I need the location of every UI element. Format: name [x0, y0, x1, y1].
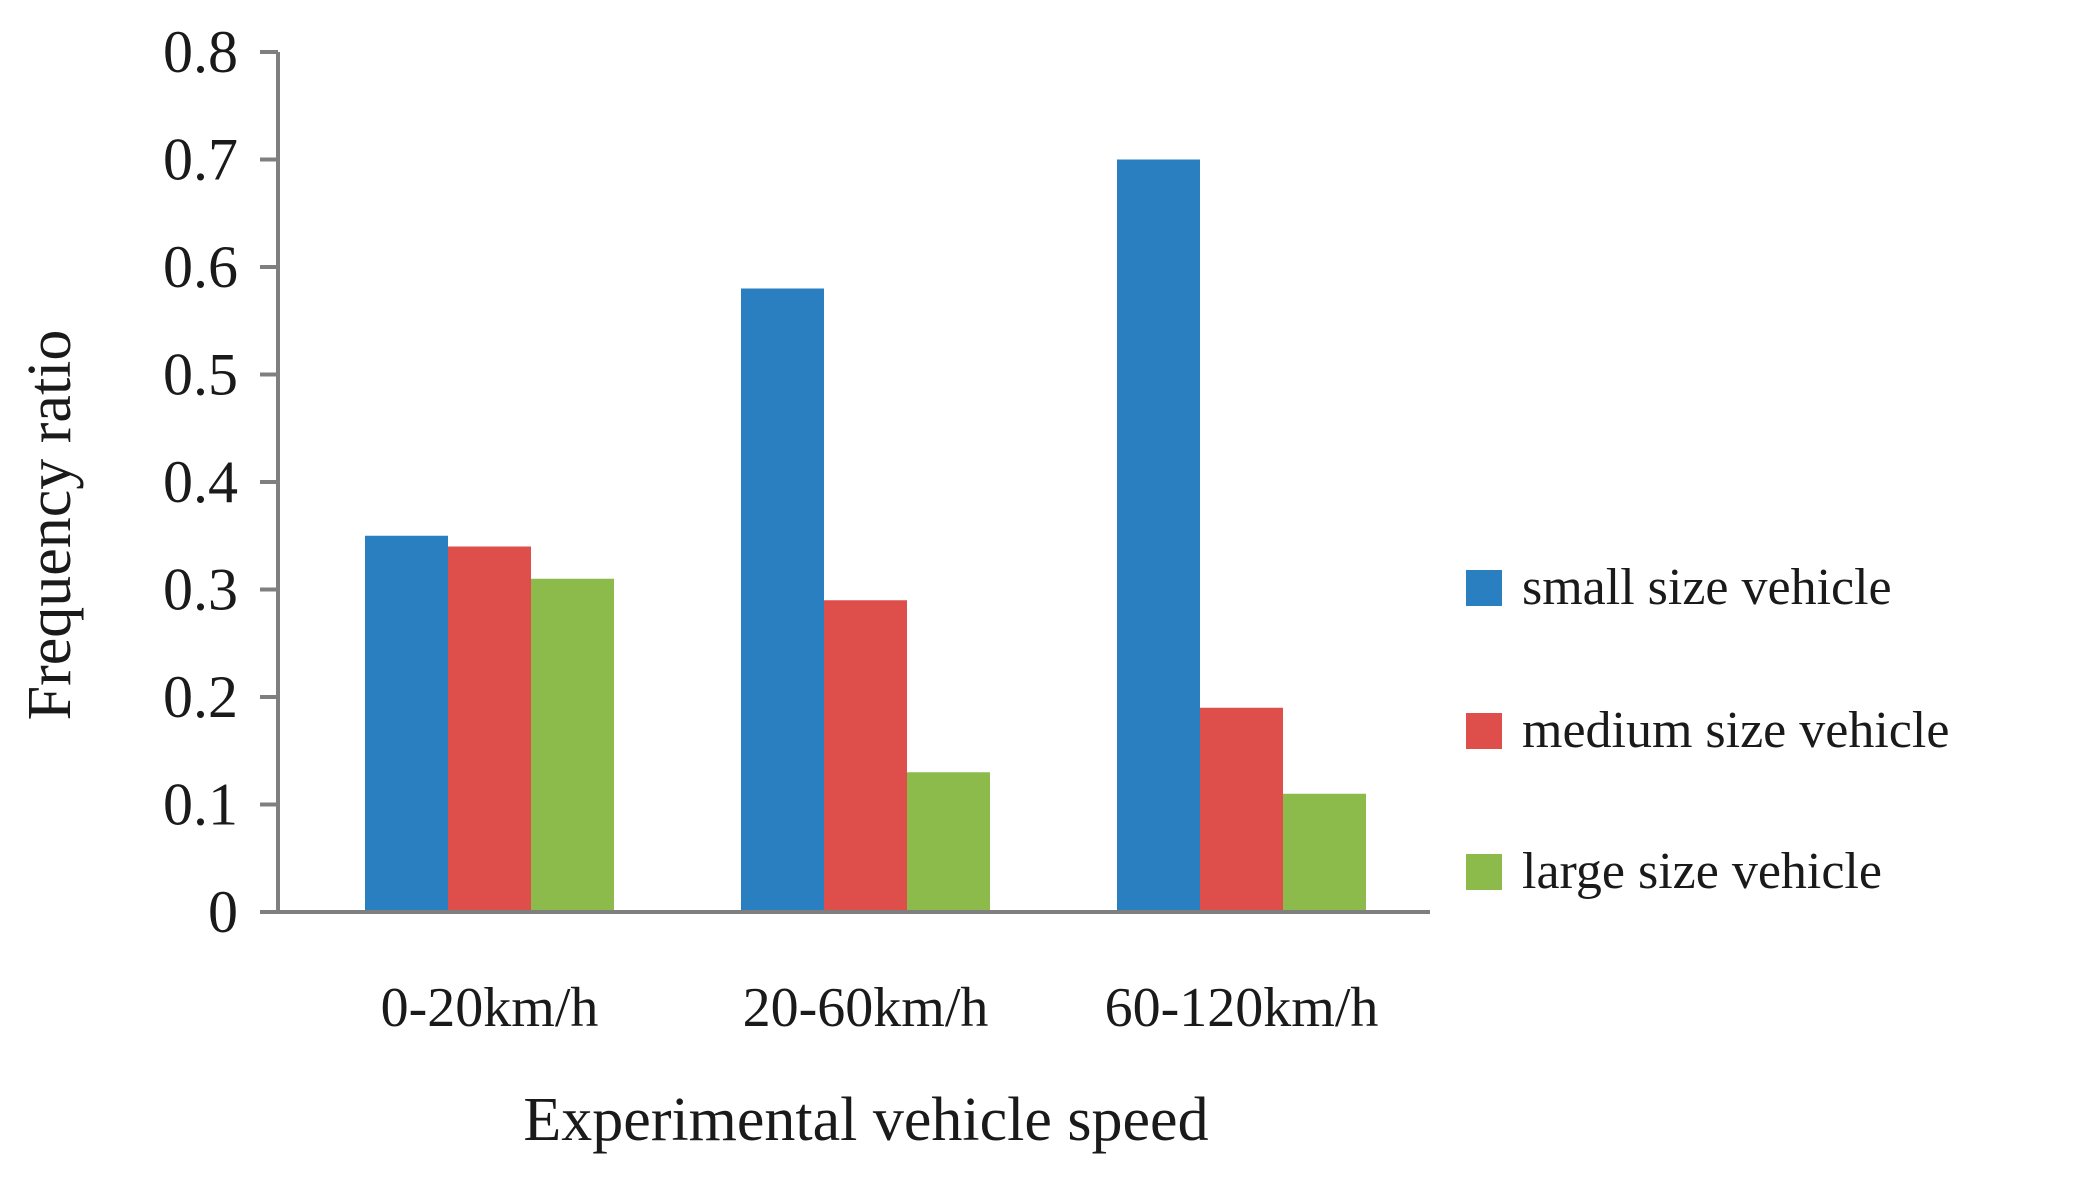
bar-medium-1 — [448, 546, 531, 912]
bar-large-1 — [531, 578, 614, 912]
legend-swatch — [1466, 713, 1502, 749]
y-tick-label: 0.2 — [163, 664, 238, 730]
x-category-label: 20-60km/h — [743, 977, 989, 1039]
legend-label: large size vehicle — [1522, 843, 1882, 900]
y-tick-label: 0.7 — [163, 127, 238, 193]
legend-swatch — [1466, 854, 1502, 890]
bar-large-2 — [907, 772, 990, 912]
legend-label: small size vehicle — [1522, 559, 1892, 616]
bar-small-3 — [1117, 159, 1200, 912]
y-tick-label: 0 — [208, 879, 238, 945]
y-tick-label: 0.1 — [163, 772, 238, 838]
bar-large-3 — [1283, 793, 1366, 912]
y-tick-label: 0.5 — [163, 342, 238, 408]
x-axis-labels: 0-20km/h 20-60km/h 60-120km/h — [381, 977, 1379, 1039]
bar-small-1 — [365, 535, 448, 912]
x-axis-title: Experimental vehicle speed — [523, 1086, 1208, 1154]
x-category-label: 60-120km/h — [1105, 977, 1379, 1039]
y-axis-title: Frequency ratio — [16, 330, 84, 721]
legend: small size vehicle medium size vehicle lar… — [1466, 559, 1949, 900]
y-tick-label: 0.4 — [163, 449, 238, 515]
bar-small-2 — [741, 288, 824, 912]
y-tick-label: 0.6 — [163, 234, 238, 300]
x-category-label: 0-20km/h — [381, 977, 599, 1039]
bar-medium-2 — [824, 600, 907, 912]
bar-medium-3 — [1200, 707, 1283, 912]
bars-group — [365, 159, 1366, 912]
legend-swatch — [1466, 570, 1502, 606]
y-axis-ticks: 0 0.1 0.2 0.3 0.4 0.5 0.6 0.7 0.8 — [163, 19, 278, 945]
y-tick-label: 0.3 — [163, 557, 238, 623]
legend-label: medium size vehicle — [1522, 702, 1949, 759]
y-tick-label: 0.8 — [163, 19, 238, 85]
